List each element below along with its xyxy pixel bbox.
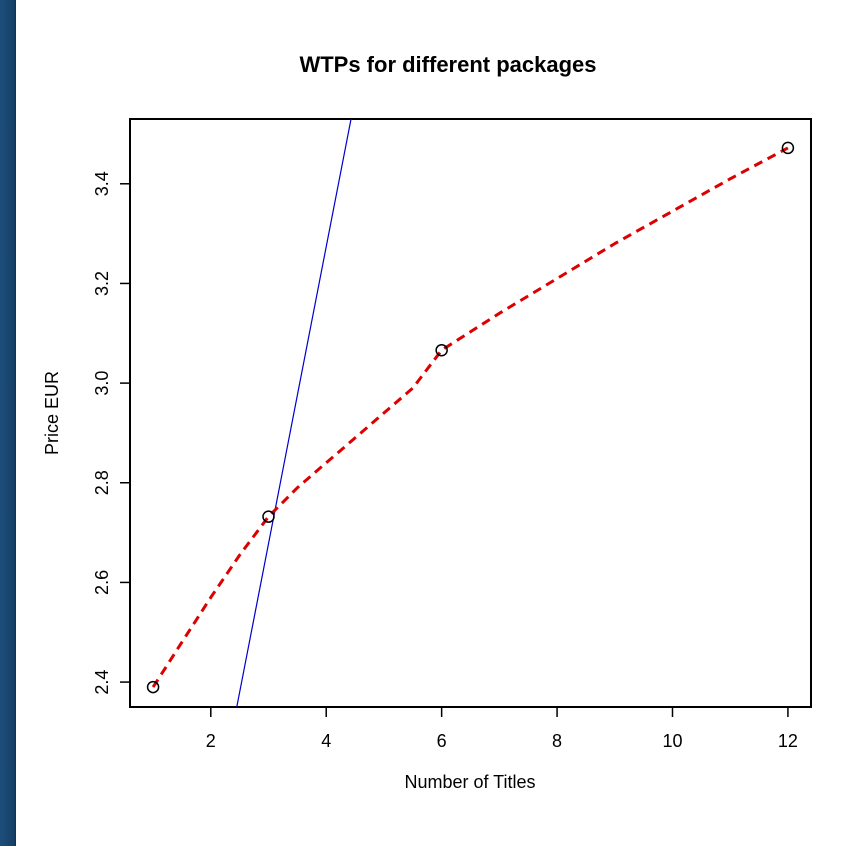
data-point [262, 510, 275, 523]
y-tick-label: 3.0 [92, 371, 112, 396]
plot-border [129, 118, 812, 708]
x-tick-label: 10 [662, 731, 682, 751]
y-tick-label: 2.8 [92, 470, 112, 495]
chart-title: WTPs for different packages [299, 52, 596, 77]
x-axis-label: Number of Titles [404, 772, 535, 792]
axes-layer: 2 4 6 8 10 12 2.4 2.6 2.8 3.0 3.2 3.4 [92, 118, 812, 751]
y-tick-label: 2.6 [92, 570, 112, 595]
y-axis-label: Price EUR [42, 371, 62, 455]
fitted-curve [151, 146, 789, 688]
x-tick-label: 4 [321, 731, 331, 751]
y-tick-label: 2.4 [92, 670, 112, 695]
tangent-line [236, 119, 352, 707]
series-layer [146, 119, 795, 707]
y-tick-label: 3.4 [92, 171, 112, 196]
data-point [146, 680, 160, 694]
x-tick-label: 6 [437, 731, 447, 751]
y-tick-label: 3.2 [92, 271, 112, 296]
data-point [435, 343, 448, 357]
x-tick-label: 2 [206, 731, 216, 751]
data-point [781, 141, 795, 155]
chart: WTPs for different packages Number of Ti… [42, 52, 812, 792]
x-tick-label: 12 [778, 731, 798, 751]
x-tick-label: 8 [552, 731, 562, 751]
plot-frame: WTPs for different packages Number of Ti… [16, 0, 866, 846]
